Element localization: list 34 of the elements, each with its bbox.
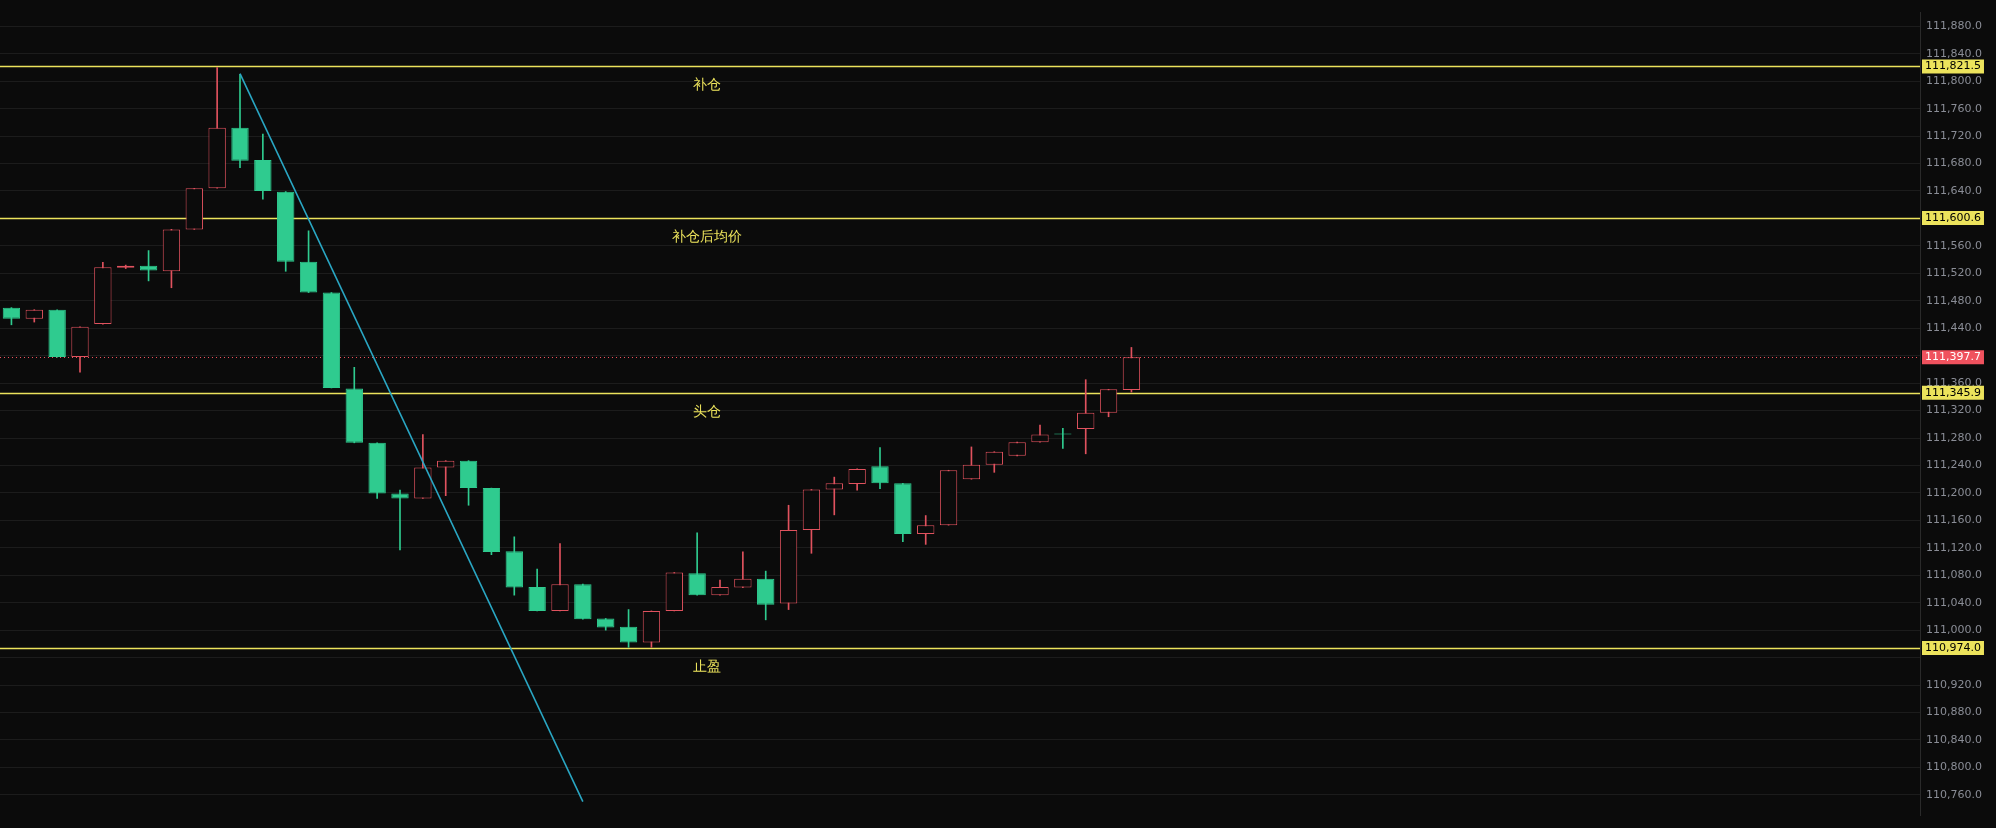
y-tick-label: 110,760.0 xyxy=(1926,787,1982,801)
y-tick-label: 111,000.0 xyxy=(1926,623,1982,636)
y-tick-label: 111,640.0 xyxy=(1926,183,1982,197)
text: 110,974.0 xyxy=(1925,640,1981,654)
y-tick-label: 111,680.0 xyxy=(1926,156,1982,170)
y-tick-label: 110,800.0 xyxy=(1926,760,1982,774)
y-tick-label: 111,840.0 xyxy=(1926,46,1982,60)
y-tick-label: 111,120.0 xyxy=(1926,540,1982,554)
y-tick-label: 111,760.0 xyxy=(1926,101,1982,115)
text: 111,345.9 xyxy=(1925,385,1981,399)
y-tick-label: 111,320.0 xyxy=(1926,403,1982,417)
y-tick-label: 111,480.0 xyxy=(1926,293,1982,307)
y-tick-label: 111,200.0 xyxy=(1926,485,1982,499)
ref-line-label: 补仓后均价 xyxy=(671,228,742,245)
text: 111,821.5 xyxy=(1925,59,1981,73)
text: 111,397.7 xyxy=(1925,350,1981,364)
y-tick-label: 111,240.0 xyxy=(1926,458,1982,472)
y-tick-label: 111,080.0 xyxy=(1926,568,1982,582)
y-tick-label: 111,520.0 xyxy=(1926,266,1982,280)
ref-line-label: 头仓 xyxy=(692,403,721,420)
y-tick-label: 111,440.0 xyxy=(1926,321,1982,335)
y-tick-label: 111,720.0 xyxy=(1926,128,1982,142)
y-tick-label: 111,560.0 xyxy=(1926,238,1982,252)
text: 111,600.6 xyxy=(1925,210,1981,224)
y-tick-label: 110,880.0 xyxy=(1926,705,1982,719)
y-tick-label: 111,040.0 xyxy=(1926,595,1982,609)
ref-line-label: 补仓 xyxy=(692,76,721,93)
y-tick-label: 111,800.0 xyxy=(1926,74,1982,88)
y-tick-label: 111,160.0 xyxy=(1926,513,1982,527)
y-tick-label: 111,280.0 xyxy=(1926,430,1982,444)
y-tick-label: 110,840.0 xyxy=(1926,732,1982,746)
ref-line-label: 止盈 xyxy=(692,658,721,675)
y-tick-label: 110,920.0 xyxy=(1926,677,1982,691)
y-tick-label: 111,880.0 xyxy=(1926,19,1982,33)
